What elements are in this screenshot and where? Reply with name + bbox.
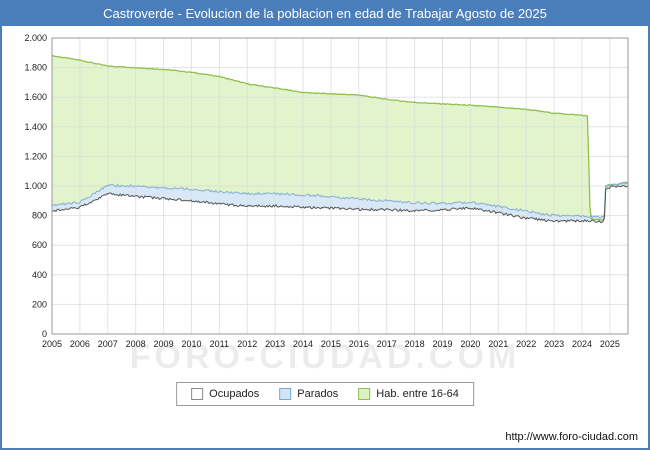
svg-text:2010: 2010 [181, 339, 201, 349]
svg-text:800: 800 [32, 211, 47, 221]
legend-item-parados: Parados [279, 388, 338, 400]
svg-text:2006: 2006 [70, 339, 90, 349]
svg-text:2011: 2011 [210, 339, 229, 349]
svg-text:2018: 2018 [405, 339, 425, 349]
svg-text:1.200: 1.200 [24, 151, 47, 161]
svg-text:2023: 2023 [544, 339, 564, 349]
svg-text:1.000: 1.000 [24, 181, 47, 191]
svg-text:2017: 2017 [377, 339, 397, 349]
svg-text:2016: 2016 [349, 339, 369, 349]
legend-swatch-hab-16-64 [358, 388, 371, 400]
footer-link[interactable]: http://www.foro-ciudad.com [505, 431, 638, 443]
svg-text:2025: 2025 [600, 339, 620, 349]
svg-text:2012: 2012 [237, 339, 257, 349]
svg-text:2024: 2024 [572, 339, 592, 349]
svg-text:2019: 2019 [432, 339, 452, 349]
page-title: Castroverde - Evolucion de la poblacion … [2, 2, 648, 26]
legend-swatch-parados [279, 388, 292, 400]
svg-text:1.400: 1.400 [24, 122, 47, 132]
svg-text:2022: 2022 [516, 339, 536, 349]
svg-text:200: 200 [32, 299, 47, 309]
svg-text:2015: 2015 [321, 339, 341, 349]
legend-label-ocupados: Ocupados [209, 388, 260, 400]
svg-text:2014: 2014 [293, 339, 313, 349]
population-evolution-chart: 0 200 400 600 800 1.000 1.200 1.400 1.600 1.800 2.… [24, 33, 629, 349]
svg-text:2009: 2009 [154, 339, 174, 349]
svg-text:0: 0 [42, 329, 47, 339]
legend-item-ocupados: Ocupados [191, 388, 259, 400]
svg-text:2005: 2005 [42, 339, 62, 349]
svg-text:1.600: 1.600 [24, 92, 47, 102]
svg-text:2021: 2021 [488, 339, 508, 349]
legend-label-hab-16-64: Hab. entre 16-64 [376, 388, 459, 400]
legend-label-parados: Parados [297, 388, 339, 400]
chart-legend: Ocupados Parados Hab. entre 16-64 [176, 382, 474, 406]
svg-text:2008: 2008 [126, 339, 146, 349]
svg-text:2013: 2013 [265, 339, 285, 349]
svg-text:1.800: 1.800 [24, 63, 47, 73]
svg-text:2020: 2020 [460, 339, 480, 349]
svg-text:2007: 2007 [98, 339, 118, 349]
legend-item-hab-16-64: Hab. entre 16-64 [358, 388, 459, 400]
legend-swatch-ocupados [191, 388, 204, 400]
svg-text:600: 600 [32, 240, 47, 250]
svg-text:2.000: 2.000 [24, 33, 47, 43]
svg-text:400: 400 [32, 270, 47, 280]
